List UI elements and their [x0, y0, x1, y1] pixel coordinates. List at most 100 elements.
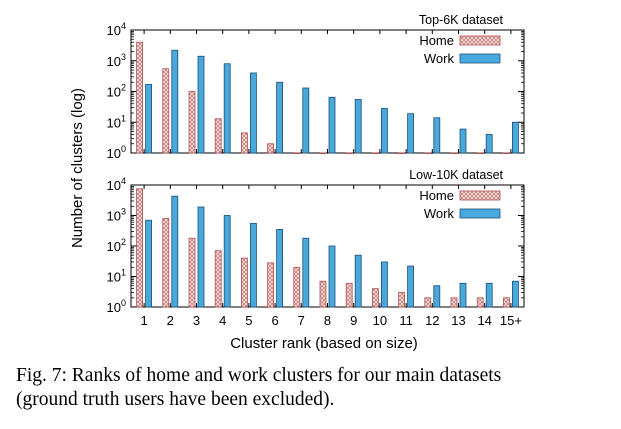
work-bar: [433, 285, 441, 308]
home-bar: [136, 188, 144, 308]
work-bar: [223, 215, 231, 308]
x-tick-label-12: 13: [451, 313, 465, 328]
y-tick-label-2: 102: [107, 237, 126, 254]
dataset-title: Top-6K dataset: [419, 13, 504, 27]
home-bar: [240, 257, 248, 308]
home-bar: [502, 297, 510, 308]
dataset-title: Low-10K dataset: [409, 168, 503, 182]
legend-label-work: Work: [424, 206, 455, 221]
x-tick-label-8: 9: [350, 313, 357, 328]
work-bar: [485, 134, 493, 154]
work-bar: [145, 84, 153, 154]
work-bar: [354, 254, 362, 308]
home-bar: [162, 68, 170, 154]
home-bar: [267, 143, 275, 154]
x-tick-label-9: 10: [373, 313, 387, 328]
work-bar: [145, 219, 153, 308]
home-bar: [371, 152, 379, 155]
legend-swatch-work: [459, 53, 501, 64]
low-10k-chart: 100 101 102 103 104 Low-10K dataset Home Work: [107, 168, 525, 315]
y-tick-label-4: 104: [107, 21, 126, 38]
x-tick-label-6: 7: [298, 313, 305, 328]
y-tick-label-2: 102: [107, 83, 126, 100]
work-bar: [223, 63, 231, 154]
x-tick-label-1: 2: [167, 313, 174, 328]
work-bar: [459, 128, 467, 154]
x-tick-label-10: 11: [399, 313, 413, 328]
legend-swatch-work: [459, 208, 501, 219]
home-bar: [162, 218, 170, 308]
home-bar: [293, 266, 301, 308]
y-tick-label-1: 101: [107, 268, 126, 285]
x-tick-label-7: 8: [324, 313, 331, 328]
home-bar: [476, 152, 484, 155]
work-bar: [354, 99, 362, 154]
y-tick-label-3: 103: [107, 52, 126, 69]
home-bar: [267, 262, 275, 308]
home-bar: [502, 152, 510, 155]
y-tick-label-4: 104: [107, 176, 126, 193]
work-bar: [485, 282, 493, 308]
home-bar: [319, 280, 327, 308]
legend-label-work: Work: [424, 51, 455, 66]
work-bar: [380, 108, 388, 154]
work-bar: [171, 49, 179, 154]
home-bar: [345, 152, 353, 155]
caption-line-2: (ground truth users have been excluded).: [16, 389, 335, 410]
work-bar: [407, 113, 415, 154]
x-axis: 1 2 3 4 5 6 7 8 9 10 11 12 13 14 15+: [140, 313, 521, 328]
work-bar: [249, 223, 257, 308]
home-bar: [214, 118, 222, 154]
work-bar: [276, 229, 284, 308]
work-bar: [197, 55, 205, 154]
work-bar: [328, 96, 336, 154]
home-bar: [188, 91, 196, 154]
home-bar: [136, 41, 144, 154]
home-bar: [398, 292, 406, 308]
home-bar: [424, 297, 432, 308]
home-bar: [424, 152, 432, 155]
work-bar: [302, 237, 310, 308]
top-6k-chart: 100 101 102 103 104 Top-6K dataset Home Work: [107, 13, 525, 161]
home-bar: [319, 152, 327, 155]
home-bar: [450, 297, 458, 308]
x-tick-label-4: 5: [245, 313, 252, 328]
x-tick-label-11: 12: [425, 313, 439, 328]
legend-swatch-home: [459, 190, 501, 201]
work-bar: [276, 81, 284, 154]
caption-line-1: Fig. 7: Ranks of home and work clusters …: [16, 365, 502, 386]
figure-caption: Fig. 7: Ranks of home and work clusters …: [16, 364, 612, 412]
work-bar: [459, 282, 467, 308]
work-bar: [512, 121, 519, 154]
x-tick-label-14: 15+: [500, 313, 522, 328]
work-bar: [380, 261, 388, 308]
work-bar: [197, 206, 205, 308]
home-bar: [476, 297, 484, 308]
work-bar: [302, 87, 310, 154]
home-bar: [450, 152, 458, 155]
home-bar: [293, 152, 301, 155]
legend-label-home: Home: [419, 33, 454, 48]
y-tick-label-0: 100: [107, 298, 126, 315]
y-tick-label-0: 100: [107, 144, 126, 161]
work-bar: [328, 245, 336, 308]
x-axis-label: Cluster rank (based on size): [230, 335, 418, 352]
x-tick-label-13: 14: [477, 313, 491, 328]
home-bar: [345, 282, 353, 308]
x-tick-label-2: 3: [193, 313, 200, 328]
home-bar: [240, 132, 248, 154]
work-bar: [433, 117, 441, 154]
home-bar: [188, 237, 196, 308]
work-bar: [512, 280, 519, 308]
legend-label-home: Home: [419, 188, 454, 203]
y-tick-label-1: 101: [107, 113, 126, 130]
home-bar: [214, 250, 222, 308]
legend-swatch-home: [459, 35, 501, 46]
work-bar: [407, 265, 415, 308]
y-tick-label-3: 103: [107, 207, 126, 224]
y-axis-label: Number of clusters (log): [69, 88, 86, 248]
x-tick-label-0: 1: [140, 313, 147, 328]
x-tick-label-5: 6: [271, 313, 278, 328]
x-tick-label-3: 4: [219, 313, 226, 328]
